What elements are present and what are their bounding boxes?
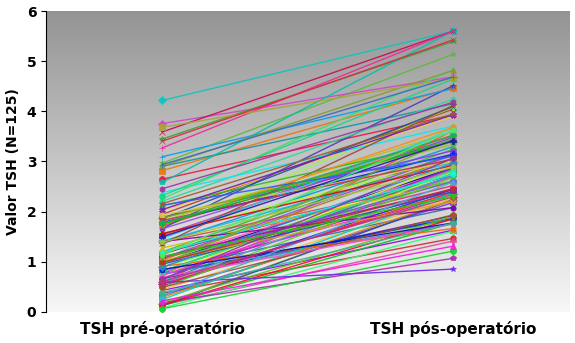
Y-axis label: Valor TSH (N=125): Valor TSH (N=125) — [6, 88, 20, 235]
